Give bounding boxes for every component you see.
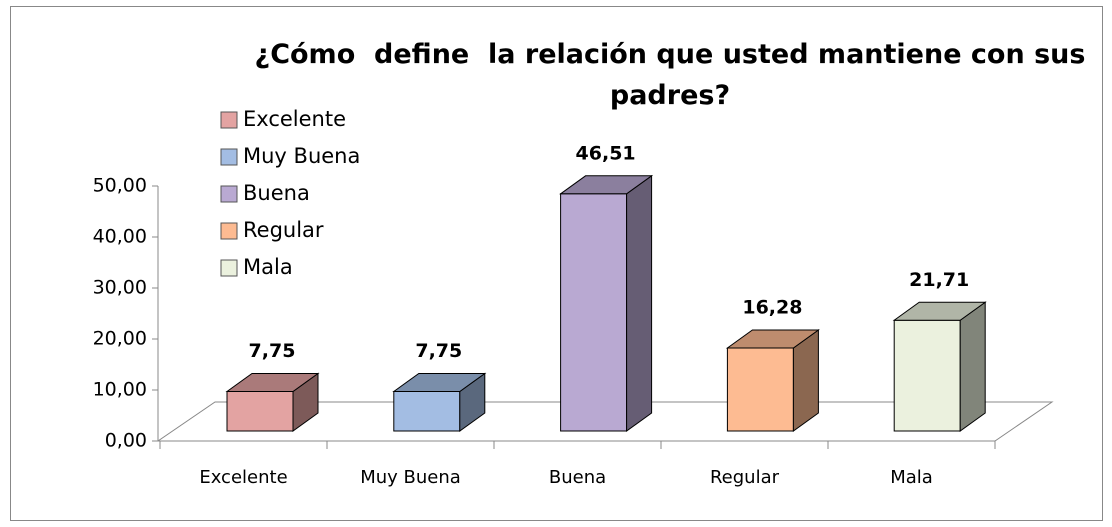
y-tick-label: 40,00 [93,226,147,248]
bar-top [392,372,487,392]
y-tick-label: 0,00 [105,430,147,452]
legend-swatch [220,148,238,166]
data-label: 21,71 [909,269,969,291]
bar [393,390,461,432]
x-tick-label: Muy Buena [360,467,461,488]
legend-swatch [220,222,238,240]
legend-label: Regular [243,218,324,242]
y-tick-label: 20,00 [93,328,147,350]
bar [560,193,628,432]
bar-top [559,175,654,195]
y-tick-label: 10,00 [93,379,147,401]
bar-side [626,174,653,432]
floor [156,401,1054,442]
chart-border [10,6,1103,521]
bar [893,319,961,432]
data-label: 16,28 [742,296,802,318]
chart-title: ¿Cómo define la relación que usted manti… [254,39,1095,111]
x-tick-label: Mala [890,467,933,488]
bar [226,390,294,432]
bar-top [892,301,987,321]
x-tick-label: Regular [710,467,780,488]
legend-label: Mala [243,255,293,279]
data-label: 46,51 [576,142,636,164]
legend-label: Buena [243,181,310,205]
legend-label: Muy Buena [243,144,360,168]
x-tick-label: Buena [549,467,606,488]
data-label: 7,75 [415,340,462,362]
y-tick-label: 50,00 [93,175,147,197]
bar [726,347,794,432]
x-tick-label: Excelente [199,467,287,488]
bar-top [225,372,320,392]
legend-label: Excelente [243,107,346,131]
y-tick-label: 30,00 [93,277,147,299]
data-label: 7,75 [249,340,296,362]
bar-side [959,301,986,432]
bar-top [725,329,820,349]
legend-swatch [220,259,238,277]
legend-swatch [220,111,238,129]
legend-swatch [220,185,238,203]
